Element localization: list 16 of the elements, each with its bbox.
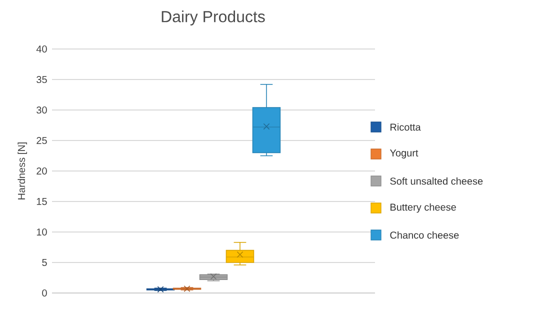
y-tick-label: 0 [42, 289, 47, 297]
y-axis-title: Hardness [N] [18, 142, 28, 200]
y-tick-label: 40 [36, 45, 47, 53]
legend-label: Soft unsalted cheese [390, 177, 483, 185]
chart-title: Dairy Products [162, 10, 265, 26]
y-tick-label: 20 [36, 167, 47, 175]
legend-label: Buttery cheese [390, 203, 456, 213]
y-tick-label: 10 [36, 228, 47, 236]
legend-label: Ricotta [390, 123, 421, 131]
y-tick-label: 25 [36, 136, 47, 144]
y-tick-label: 15 [36, 198, 47, 205]
y-tick-label: 30 [36, 106, 47, 114]
legend-label: Yogurt [390, 150, 418, 158]
y-tick-label: 5 [42, 259, 47, 266]
legend-label: Chanco cheese [390, 231, 459, 239]
y-tick-label: 35 [36, 76, 47, 84]
